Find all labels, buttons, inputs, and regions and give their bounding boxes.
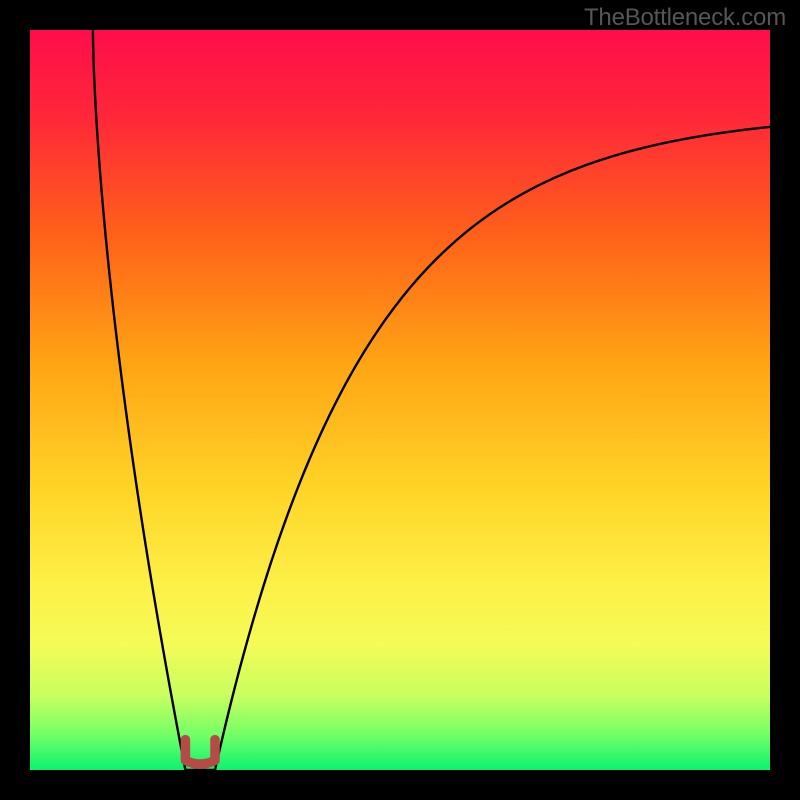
- watermark-text: TheBottleneck.com: [584, 4, 786, 32]
- gradient-background: [30, 30, 770, 770]
- bottleneck-chart: [30, 30, 770, 770]
